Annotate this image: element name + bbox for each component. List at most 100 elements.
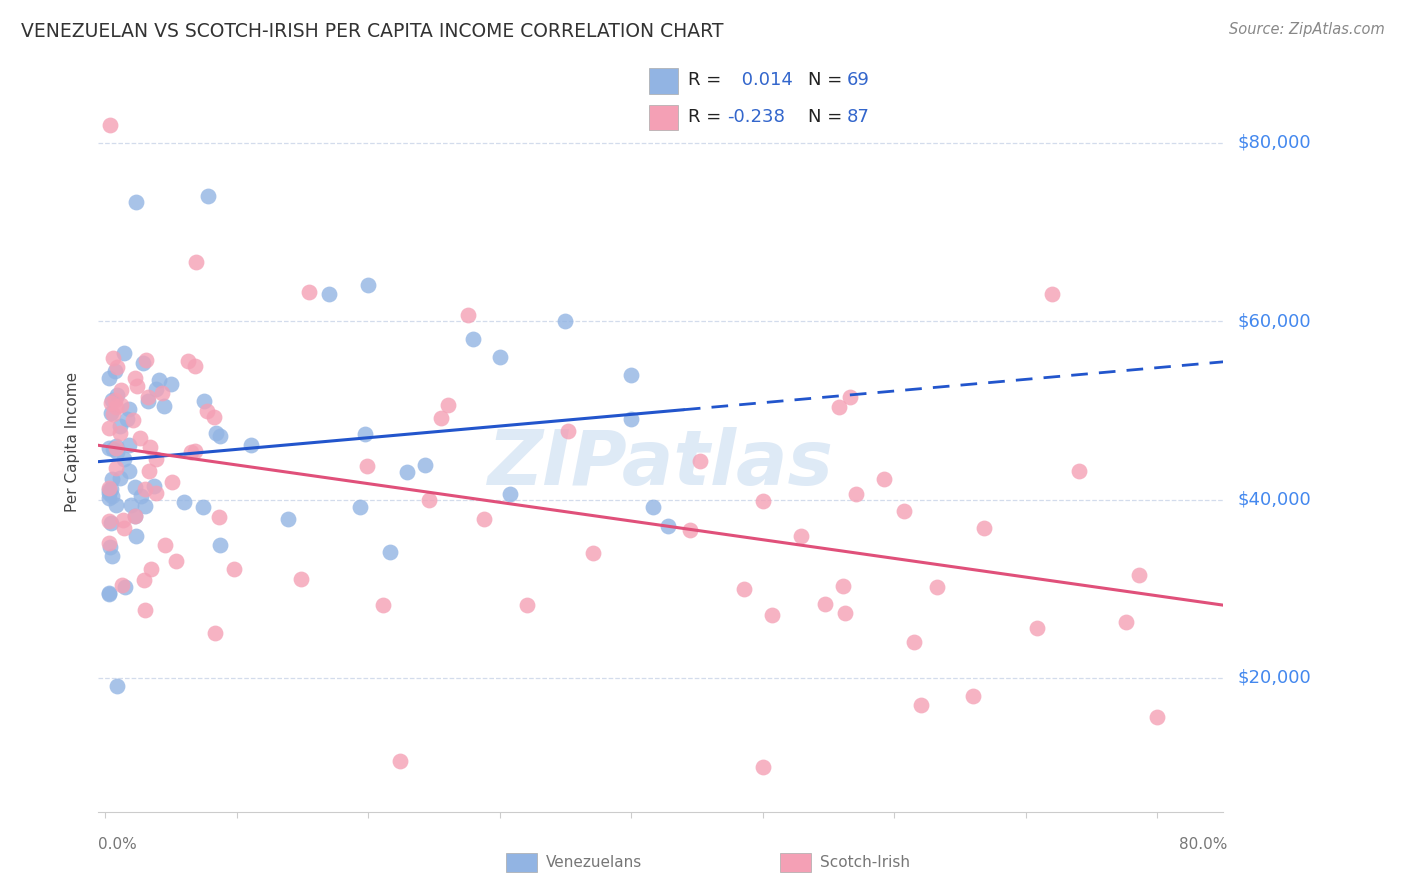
Point — [165, 554, 187, 568]
Point — [97, 486, 120, 500]
Point — [101, 442, 124, 456]
Point — [1115, 615, 1137, 629]
Point — [110, 419, 132, 434]
Text: Venezuelans: Venezuelans — [546, 855, 641, 870]
Point — [516, 598, 538, 612]
Text: $60,000: $60,000 — [1237, 312, 1310, 330]
Point — [195, 404, 218, 418]
Point — [100, 489, 122, 503]
Point — [125, 194, 148, 209]
Point — [184, 444, 207, 458]
Point — [222, 562, 245, 576]
Point — [191, 500, 214, 514]
Point — [177, 354, 200, 368]
Point — [208, 429, 231, 443]
Point — [472, 512, 495, 526]
Point — [277, 512, 299, 526]
Point — [834, 607, 856, 621]
Point — [135, 352, 157, 367]
Point — [118, 464, 141, 478]
Point — [845, 487, 868, 501]
Point — [357, 278, 380, 293]
Point — [679, 524, 702, 538]
Point — [105, 445, 128, 459]
Point — [136, 394, 159, 409]
Y-axis label: Per Capita Income: Per Capita Income — [65, 371, 80, 512]
Point — [1146, 710, 1168, 724]
Point — [97, 421, 120, 435]
Point — [112, 521, 135, 535]
Point — [112, 345, 135, 359]
Point — [643, 500, 665, 514]
Point — [499, 486, 522, 500]
Point — [205, 425, 228, 440]
Point — [389, 754, 412, 768]
Point — [371, 598, 394, 612]
Point — [134, 602, 156, 616]
FancyBboxPatch shape — [648, 104, 678, 130]
Point — [138, 440, 160, 454]
Point — [925, 580, 948, 594]
Point — [97, 483, 120, 497]
Text: 80.0%: 80.0% — [1180, 837, 1227, 852]
Point — [839, 391, 862, 405]
Point — [582, 546, 605, 560]
Point — [761, 607, 783, 622]
Point — [100, 472, 122, 486]
Point — [318, 287, 340, 301]
Text: N =: N = — [808, 108, 842, 126]
Point — [111, 578, 134, 592]
Point — [202, 410, 225, 425]
Point — [104, 392, 127, 407]
Point — [104, 401, 127, 415]
Point — [180, 445, 202, 459]
Point — [143, 479, 166, 493]
Point — [117, 411, 139, 425]
Point — [488, 350, 510, 364]
Point — [910, 698, 932, 712]
Text: ZIPatlas: ZIPatlas — [488, 426, 834, 500]
Point — [184, 359, 207, 373]
Point — [1128, 568, 1150, 582]
Point — [290, 573, 312, 587]
Point — [150, 386, 173, 401]
Point — [893, 504, 915, 518]
Point — [657, 518, 679, 533]
Point — [98, 491, 121, 505]
Point — [396, 466, 419, 480]
Point — [554, 314, 576, 328]
Point — [193, 394, 215, 409]
Point — [110, 383, 132, 397]
Point — [134, 482, 156, 496]
Point — [122, 412, 145, 426]
Point — [356, 458, 378, 473]
Text: 0.0%: 0.0% — [98, 837, 138, 852]
Point — [125, 529, 148, 543]
Point — [184, 255, 207, 269]
Point — [108, 470, 131, 484]
Point — [129, 489, 152, 503]
Text: $80,000: $80,000 — [1237, 134, 1310, 152]
Point — [100, 396, 122, 410]
Point — [105, 679, 128, 693]
Point — [378, 545, 401, 559]
Point — [831, 579, 853, 593]
Point — [97, 371, 120, 385]
Point — [145, 452, 167, 467]
Point — [1067, 464, 1090, 478]
Point — [125, 379, 148, 393]
Point — [97, 536, 120, 550]
Point — [105, 359, 128, 374]
Point — [104, 441, 127, 455]
Point — [1040, 287, 1063, 301]
Point — [873, 472, 896, 486]
Point — [827, 400, 849, 414]
Point — [689, 454, 711, 468]
Text: R =: R = — [689, 71, 721, 89]
Point — [101, 351, 124, 365]
Text: VENEZUELAN VS SCOTCH-IRISH PER CAPITA INCOME CORRELATION CHART: VENEZUELAN VS SCOTCH-IRISH PER CAPITA IN… — [21, 22, 724, 41]
Point — [138, 464, 160, 478]
Point — [173, 495, 195, 509]
Point — [104, 460, 127, 475]
Point — [789, 529, 811, 543]
